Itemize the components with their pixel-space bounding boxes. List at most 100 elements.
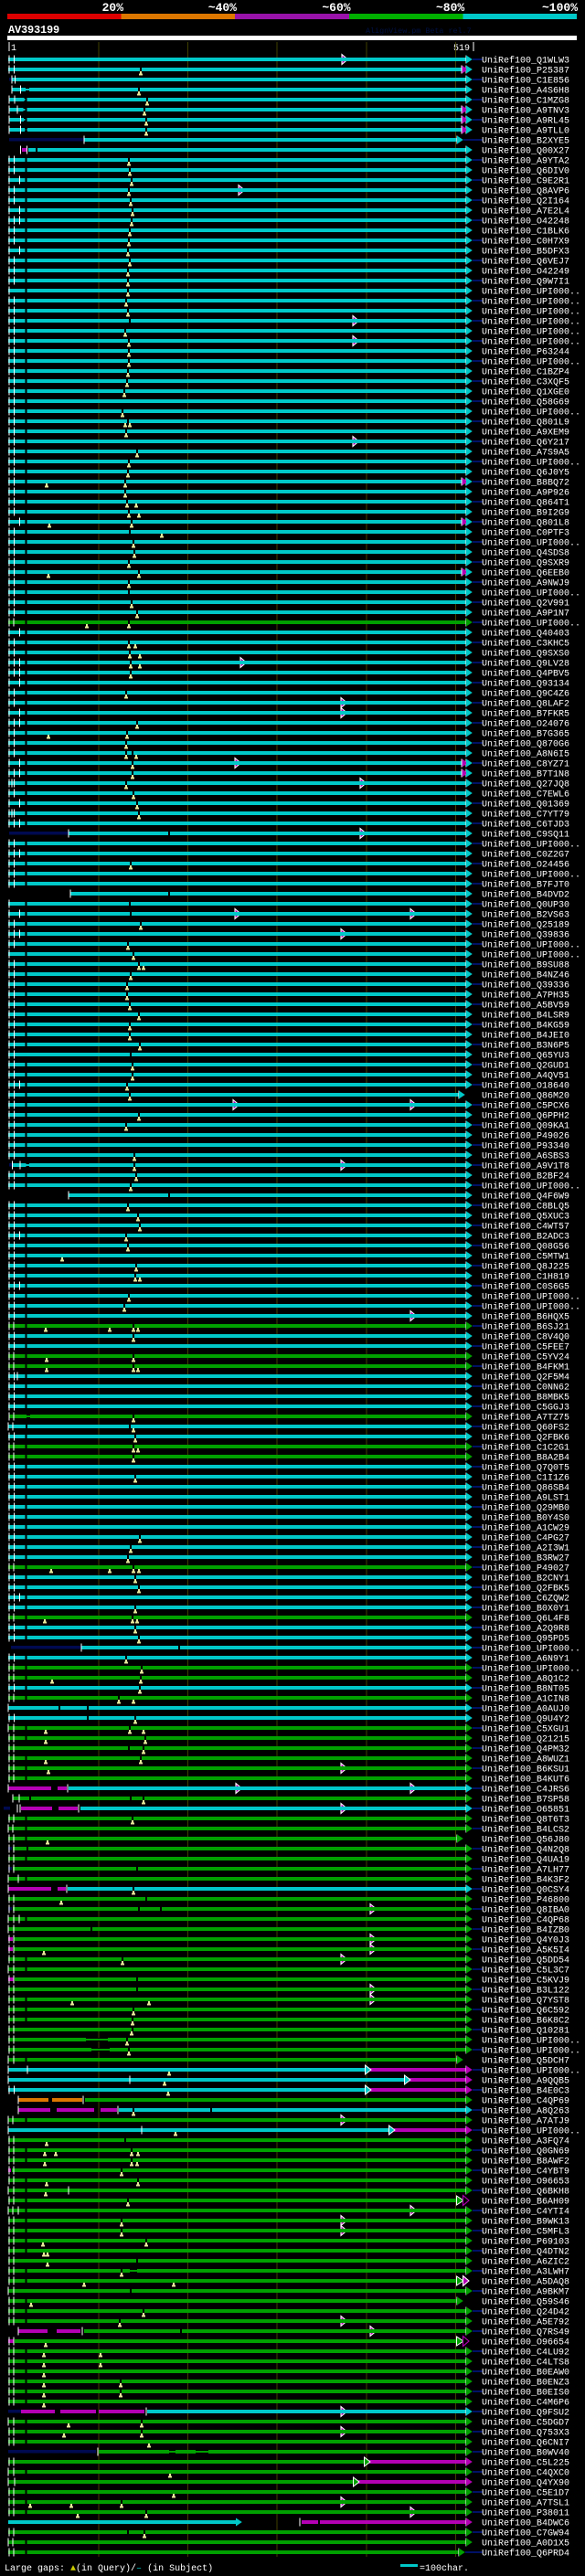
svg-text:UniRef100_Q24D42: UniRef100_Q24D42 xyxy=(482,2307,569,2318)
svg-text:UniRef100_B8A2B4: UniRef100_B8A2B4 xyxy=(482,1453,569,1464)
svg-text:UniRef100_Q39836: UniRef100_Q39836 xyxy=(482,930,569,941)
svg-text:UniRef100_A5DAQ8: UniRef100_A5DAQ8 xyxy=(482,2277,569,2288)
svg-text:UniRef100_Q6J0Y5: UniRef100_Q6J0Y5 xyxy=(482,468,569,479)
svg-text:UniRef100_C5MFL3: UniRef100_C5MFL3 xyxy=(482,2227,569,2238)
svg-text:UniRef100_C9SQ11: UniRef100_C9SQ11 xyxy=(482,830,569,841)
svg-text:UniRef100_C1C2G1: UniRef100_C1C2G1 xyxy=(482,1443,569,1454)
svg-text:UniRef100_Q7YST8: UniRef100_Q7YST8 xyxy=(482,1996,569,2007)
svg-text:UniRef100_Q8J225: UniRef100_Q8J225 xyxy=(482,1262,569,1273)
svg-text:UniRef100_Q21215: UniRef100_Q21215 xyxy=(482,1734,569,1745)
svg-text:UniRef100_A7TZ75: UniRef100_A7TZ75 xyxy=(482,1413,569,1424)
svg-text:UniRef100_Q9U4Y2: UniRef100_Q9U4Y2 xyxy=(482,1714,569,1725)
svg-text:UniRef100_UPI000..: UniRef100_UPI000.. xyxy=(482,2126,580,2137)
svg-text:UniRef100_B8AWF2: UniRef100_B8AWF2 xyxy=(482,2157,569,2168)
svg-text:UniRef100_C7GW94: UniRef100_C7GW94 xyxy=(482,2528,569,2539)
svg-text:UniRef100_Q60FS2: UniRef100_Q60FS2 xyxy=(482,1423,569,1434)
svg-text:UniRef100_UPI000..: UniRef100_UPI000.. xyxy=(482,327,580,338)
svg-text:UniRef100_B7T1N8: UniRef100_B7T1N8 xyxy=(482,769,569,780)
svg-text:UniRef100_A0AUJ0: UniRef100_A0AUJ0 xyxy=(482,1704,569,1715)
svg-text:UniRef100_Q40403: UniRef100_Q40403 xyxy=(482,629,569,640)
svg-text:UniRef100_A1CW29: UniRef100_A1CW29 xyxy=(482,1523,569,1534)
svg-text:UniRef100_P69103: UniRef100_P69103 xyxy=(482,2237,569,2248)
svg-text:UniRef100_Q86M20: UniRef100_Q86M20 xyxy=(482,1091,569,1102)
svg-text:UniRef100_UPI000..: UniRef100_UPI000.. xyxy=(482,940,580,951)
svg-text:UniRef100_Q4PM32: UniRef100_Q4PM32 xyxy=(482,1744,569,1755)
svg-text:UniRef100_C1E856: UniRef100_C1E856 xyxy=(482,76,569,87)
svg-text:UniRef100_B4DWC6: UniRef100_B4DWC6 xyxy=(482,2518,569,2529)
svg-text:UniRef100_B9I2G9: UniRef100_B9I2G9 xyxy=(482,508,569,519)
svg-text:UniRef100_Q5DD54: UniRef100_Q5DD54 xyxy=(482,1956,569,1966)
svg-text:UniRef100_UPI000..: UniRef100_UPI000.. xyxy=(482,2066,580,2077)
svg-text:UniRef100_A3LWH7: UniRef100_A3LWH7 xyxy=(482,2267,569,2278)
svg-text:UniRef100_B4LCS2: UniRef100_B4LCS2 xyxy=(482,1825,569,1836)
svg-text:UniRef100_O96654: UniRef100_O96654 xyxy=(482,2337,569,2348)
svg-text:UniRef100_B4KUT6: UniRef100_B4KUT6 xyxy=(482,1775,569,1786)
svg-text:UniRef100_B4IZB0: UniRef100_B4IZB0 xyxy=(482,1925,569,1936)
svg-text:UniRef100_C4LU92: UniRef100_C4LU92 xyxy=(482,2348,569,2359)
svg-text:UniRef100_Q10281: UniRef100_Q10281 xyxy=(482,2026,569,2037)
svg-text:UniRef100_Q65YU3: UniRef100_Q65YU3 xyxy=(482,1051,569,1062)
svg-text:519: 519 xyxy=(453,44,470,54)
svg-text:UniRef100_Q753X3: UniRef100_Q753X3 xyxy=(482,2428,569,2439)
svg-text:UniRef100_C4LTS8: UniRef100_C4LTS8 xyxy=(482,2358,569,2369)
svg-text:UniRef100_B7SP58: UniRef100_B7SP58 xyxy=(482,1795,569,1806)
svg-text:UniRef100_C5DGD7: UniRef100_C5DGD7 xyxy=(482,2418,569,2429)
svg-text:UniRef100_A1CIN8: UniRef100_A1CIN8 xyxy=(482,1694,569,1705)
svg-text:UniRef100_B0EAW0: UniRef100_B0EAW0 xyxy=(482,2368,569,2379)
svg-text:UniRef100_Q8T6T3: UniRef100_Q8T6T3 xyxy=(482,1815,569,1826)
svg-text:UniRef100_Q00X27: UniRef100_Q00X27 xyxy=(482,146,569,157)
svg-text:UniRef100_Q29MB0: UniRef100_Q29MB0 xyxy=(482,1503,569,1514)
svg-text:UniRef100_Q2FBK6: UniRef100_Q2FBK6 xyxy=(482,1433,569,1444)
svg-text:UniRef100_C5KVJ9: UniRef100_C5KVJ9 xyxy=(482,1976,569,1987)
svg-text:UniRef100_B2CNY1: UniRef100_B2CNY1 xyxy=(482,1574,569,1585)
svg-text:UniRef100_O24076: UniRef100_O24076 xyxy=(482,719,569,730)
svg-text:UniRef100_C1I1Z6: UniRef100_C1I1Z6 xyxy=(482,1473,569,1484)
svg-text:UniRef100_B0EIS0: UniRef100_B0EIS0 xyxy=(482,2388,569,2399)
svg-text:UniRef100_Q864T1: UniRef100_Q864T1 xyxy=(482,498,569,509)
svg-text:UniRef100_Q8LAF2: UniRef100_Q8LAF2 xyxy=(482,699,569,710)
svg-text:UniRef100_C4M6P6: UniRef100_C4M6P6 xyxy=(482,2398,569,2409)
svg-text:UniRef100_A6N9Y1: UniRef100_A6N9Y1 xyxy=(482,1654,569,1665)
svg-text:UniRef100_A8N6I5: UniRef100_A8N6I5 xyxy=(482,749,569,760)
svg-text:UniRef100_C1H819: UniRef100_C1H819 xyxy=(482,1272,569,1283)
svg-text:UniRef100_B2XYE5: UniRef100_B2XYE5 xyxy=(482,136,569,147)
svg-text:UniRef100_A5E792: UniRef100_A5E792 xyxy=(482,2317,569,2328)
svg-text:UniRef100_C5XGU1: UniRef100_C5XGU1 xyxy=(482,1724,569,1735)
svg-text:UniRef100_UPI000..: UniRef100_UPI000.. xyxy=(482,870,580,881)
svg-text:UniRef100_C1MZG8: UniRef100_C1MZG8 xyxy=(482,96,569,107)
svg-text:UniRef100_UPI000..: UniRef100_UPI000.. xyxy=(482,2046,580,2057)
svg-text:UniRef100_B6KSU1: UniRef100_B6KSU1 xyxy=(482,1765,569,1776)
svg-text:UniRef100_P49026: UniRef100_P49026 xyxy=(482,1131,569,1142)
svg-text:UniRef100_UPI000..: UniRef100_UPI000.. xyxy=(482,337,580,348)
svg-text:UniRef100_C4WT57: UniRef100_C4WT57 xyxy=(482,1222,569,1233)
svg-text:UniRef100_A9RL45: UniRef100_A9RL45 xyxy=(482,116,569,127)
svg-text:UniRef100_Q6C592: UniRef100_Q6C592 xyxy=(482,2006,569,2017)
svg-text:UniRef100_A8Q263: UniRef100_A8Q263 xyxy=(482,2106,569,2117)
svg-text:1: 1 xyxy=(11,44,16,54)
svg-text:UniRef100_O96653: UniRef100_O96653 xyxy=(482,2177,569,2188)
svg-text:UniRef100_Q9SXS0: UniRef100_Q9SXS0 xyxy=(482,649,569,660)
svg-text:~40%: ~40% xyxy=(208,1,237,15)
svg-text:UniRef100_Q4DTN2: UniRef100_Q4DTN2 xyxy=(482,2247,569,2258)
svg-text:UniRef100_C4JRS6: UniRef100_C4JRS6 xyxy=(482,1785,569,1796)
svg-text:UniRef100_Q2I164: UniRef100_Q2I164 xyxy=(482,196,569,207)
svg-text:UniRef100_Q6BKH8: UniRef100_Q6BKH8 xyxy=(482,2187,569,2198)
svg-text:UniRef100_Q95PD5: UniRef100_Q95PD5 xyxy=(482,1634,569,1645)
svg-text:UniRef100_C1BZP4: UniRef100_C1BZP4 xyxy=(482,367,569,378)
svg-text:UniRef100_C0Z2G7: UniRef100_C0Z2G7 xyxy=(482,850,569,861)
svg-text:UniRef100_Q5XUC3: UniRef100_Q5XUC3 xyxy=(482,1212,569,1223)
svg-text:UniRef100_B4FKM1: UniRef100_B4FKM1 xyxy=(482,1362,569,1373)
svg-text:UniRef100_A4S6H8: UniRef100_A4S6H8 xyxy=(482,86,569,97)
svg-text:UniRef100_Q6PRD4: UniRef100_Q6PRD4 xyxy=(482,2549,569,2560)
svg-text:UniRef100_C0NN62: UniRef100_C0NN62 xyxy=(482,1383,569,1394)
svg-text:UniRef100_Q25189: UniRef100_Q25189 xyxy=(482,920,569,931)
svg-text:UniRef100_A8Q1C2: UniRef100_A8Q1C2 xyxy=(482,1674,569,1685)
svg-text:UniRef100_A2I3W1: UniRef100_A2I3W1 xyxy=(482,1543,569,1554)
svg-text:UniRef100_Q7RS49: UniRef100_Q7RS49 xyxy=(482,2327,569,2338)
svg-text:UniRef100_UPI000..: UniRef100_UPI000.. xyxy=(482,950,580,961)
svg-text:UniRef100_Q01369: UniRef100_Q01369 xyxy=(482,800,569,811)
svg-text:UniRef100_Q0CSY4: UniRef100_Q0CSY4 xyxy=(482,1885,569,1896)
svg-text:UniRef100_Q6DIV0: UniRef100_Q6DIV0 xyxy=(482,166,569,177)
svg-text:UniRef100_O65851: UniRef100_O65851 xyxy=(482,1805,569,1816)
svg-text:UniRef100_A7E2L4: UniRef100_A7E2L4 xyxy=(482,207,569,217)
